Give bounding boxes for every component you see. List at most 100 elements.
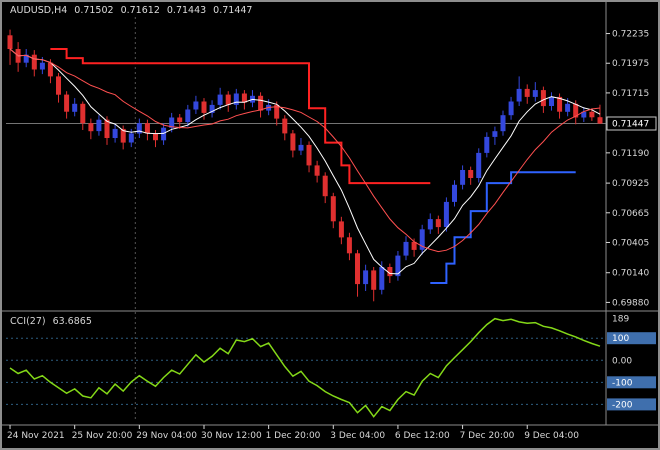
price-tick-label: 0.71975 bbox=[612, 59, 649, 69]
price-axis[interactable]: 0.72235 0.71975 0.71715 0.71190 0.70925 0.706… bbox=[606, 30, 657, 309]
candle-body bbox=[96, 119, 102, 132]
candle-body bbox=[177, 117, 183, 123]
candle-body bbox=[476, 152, 482, 178]
candle-body bbox=[23, 54, 29, 63]
candle-body bbox=[573, 103, 579, 118]
candle-body bbox=[581, 111, 587, 118]
candle-body bbox=[395, 255, 401, 277]
candle-body bbox=[557, 96, 563, 112]
candle-body bbox=[153, 133, 158, 141]
candle-body bbox=[589, 111, 595, 118]
candle-body bbox=[169, 117, 175, 128]
low-value: 0.71443 bbox=[166, 5, 207, 16]
candle-body bbox=[72, 103, 78, 112]
cci-level-label: 0.00 bbox=[612, 356, 632, 366]
price-tick-label: 0.70665 bbox=[612, 209, 649, 219]
candle-body bbox=[492, 131, 498, 137]
candle-body bbox=[144, 123, 150, 134]
candle-body bbox=[516, 88, 522, 102]
price-tick-label: 0.71190 bbox=[612, 149, 649, 159]
time-tick-label: 9 Dec 04:00 bbox=[524, 431, 579, 441]
close-value: 0.71447 bbox=[213, 5, 253, 16]
symbol-period-label: AUDUSD,H4 bbox=[10, 5, 68, 16]
candle-body bbox=[363, 270, 369, 285]
candle-body bbox=[346, 237, 352, 254]
candle-body bbox=[452, 184, 457, 202]
candle-body bbox=[56, 76, 61, 95]
cci-max-label: 189 bbox=[612, 315, 629, 325]
candle-body bbox=[39, 62, 45, 70]
candle-body bbox=[403, 241, 409, 256]
candle-body bbox=[565, 103, 571, 112]
candle-body bbox=[201, 101, 207, 113]
candle-body bbox=[298, 144, 304, 151]
candle-body bbox=[120, 128, 126, 143]
time-tick-label: 24 Nov 2021 bbox=[7, 431, 65, 441]
price-tick-label: 0.70405 bbox=[612, 239, 649, 249]
ma-fast-line bbox=[9, 48, 601, 275]
candle-body bbox=[524, 88, 530, 97]
candle-body bbox=[387, 267, 393, 277]
time-tick-label: 6 Dec 12:00 bbox=[395, 431, 450, 441]
candle-body bbox=[88, 123, 94, 132]
time-axis[interactable]: 24 Nov 2021 25 Nov 20:00 29 Nov 04:00 30 No… bbox=[7, 425, 579, 441]
candle-body bbox=[64, 94, 70, 112]
cci-indicator-label: CCI(27) 63.6865 bbox=[10, 316, 92, 327]
price-tick-label: 0.71715 bbox=[612, 89, 649, 99]
cci-level-label: 100 bbox=[612, 334, 629, 344]
candle-body bbox=[112, 128, 118, 138]
candle-body bbox=[128, 133, 134, 143]
candle-body bbox=[435, 219, 441, 228]
candle-body bbox=[468, 170, 474, 178]
candle-body bbox=[209, 104, 215, 113]
candle-body bbox=[80, 103, 86, 124]
ma-slow-line bbox=[9, 48, 601, 253]
candle-body bbox=[330, 196, 336, 222]
candle-body bbox=[411, 241, 417, 250]
candle-body bbox=[161, 127, 167, 141]
open-value: 0.71502 bbox=[74, 5, 114, 16]
candle-body bbox=[282, 118, 288, 134]
candle-body bbox=[355, 253, 360, 285]
candle-body bbox=[31, 54, 37, 70]
candle-body bbox=[47, 62, 53, 77]
candles-layer bbox=[7, 29, 603, 302]
candle-body bbox=[290, 133, 296, 151]
time-tick-label: 1 Dec 20:00 bbox=[266, 431, 321, 441]
candle-body bbox=[443, 201, 449, 227]
candle-body bbox=[7, 35, 13, 49]
candle-body bbox=[532, 90, 538, 97]
candle-body bbox=[427, 219, 433, 230]
cci-level-box bbox=[607, 332, 656, 345]
time-tick-label: 3 Dec 04:00 bbox=[330, 431, 385, 441]
candle-body bbox=[306, 144, 312, 166]
candle-body bbox=[225, 94, 231, 105]
price-tick-label: 0.69880 bbox=[612, 298, 649, 308]
time-tick-label: 30 Nov 12:00 bbox=[201, 431, 262, 441]
candle-body bbox=[274, 104, 280, 119]
candle-body bbox=[104, 119, 110, 138]
candle-body bbox=[217, 94, 223, 105]
cci-level-box bbox=[607, 398, 656, 411]
candle-body bbox=[500, 115, 506, 132]
time-tick-label: 7 Dec 20:00 bbox=[460, 431, 515, 441]
candle-body bbox=[314, 165, 320, 176]
candle-body bbox=[597, 117, 603, 124]
candle-body bbox=[193, 101, 199, 110]
cci-axis[interactable]: 189 100 0.00 -100 -200 bbox=[607, 315, 656, 411]
candle-body bbox=[484, 136, 490, 153]
cci-line bbox=[9, 317, 601, 418]
candle-body bbox=[540, 90, 546, 107]
cci-level-label: -200 bbox=[612, 400, 633, 410]
candle-body bbox=[549, 96, 554, 106]
trend-stop-red-line bbox=[50, 48, 431, 185]
candle-body bbox=[379, 267, 385, 290]
price-tick-label: 0.72235 bbox=[612, 30, 649, 40]
candle-body bbox=[322, 175, 328, 197]
high-value: 0.71612 bbox=[120, 5, 160, 16]
candle-body bbox=[371, 270, 377, 290]
candle-body bbox=[241, 93, 247, 103]
price-tick-label: 0.70140 bbox=[612, 269, 649, 279]
